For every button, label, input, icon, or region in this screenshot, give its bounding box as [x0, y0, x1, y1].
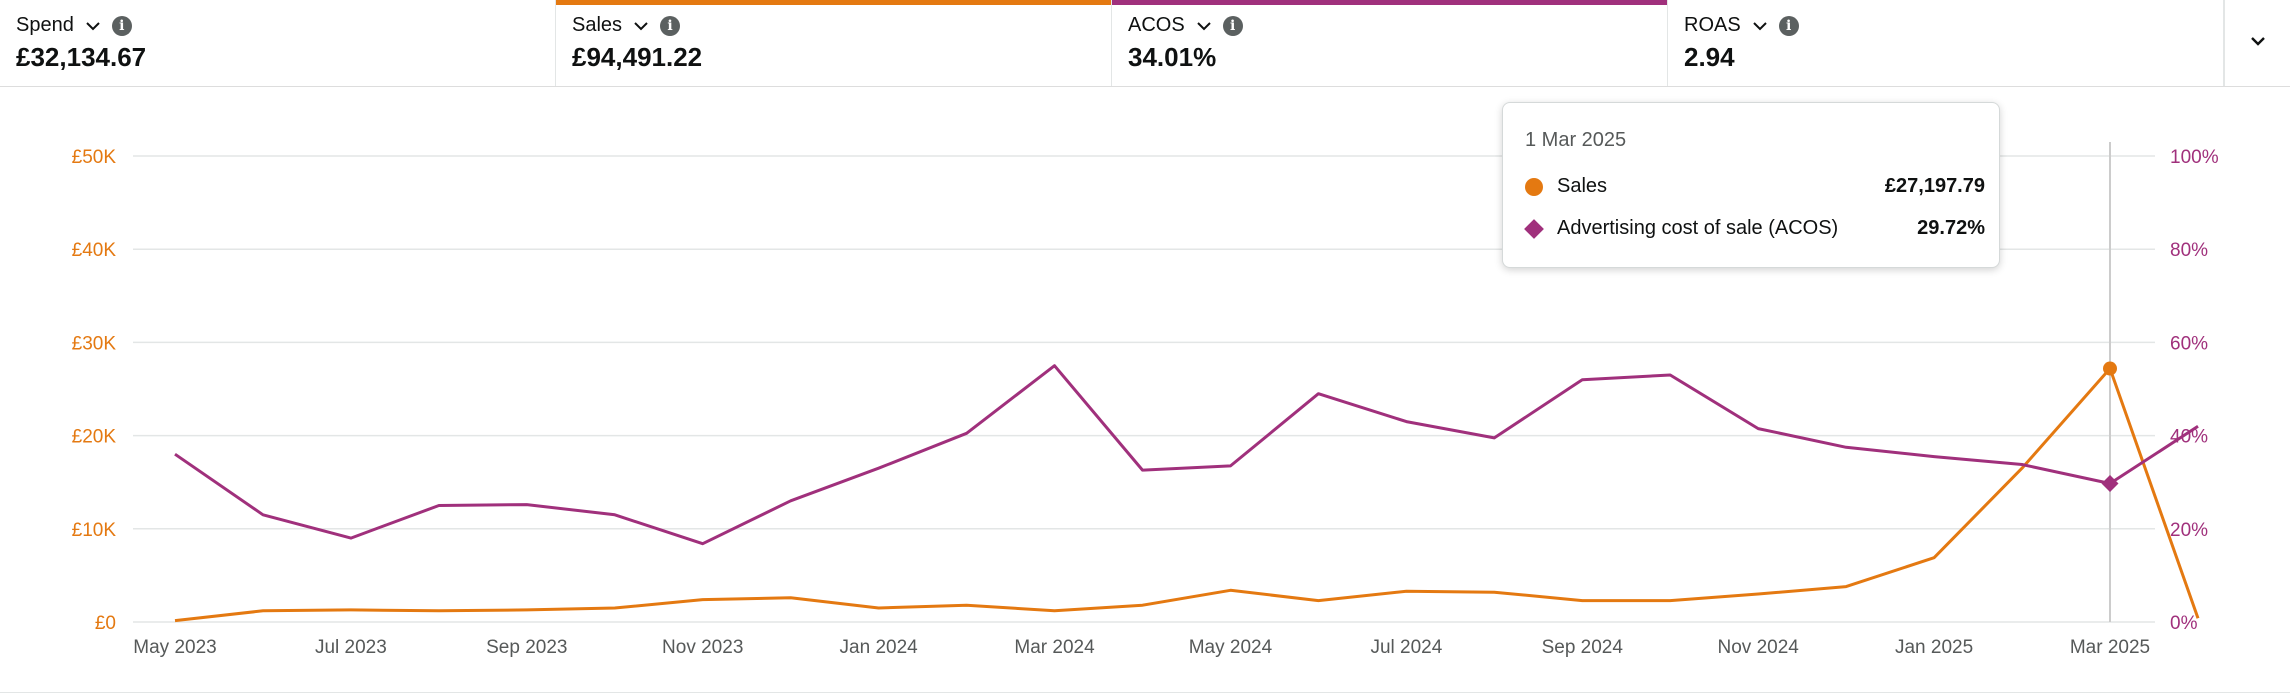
metric-header: ROAS i — [1684, 14, 1799, 37]
metric-acos[interactable]: ACOS i 34.01% — [1112, 0, 1668, 86]
metric-value: £94,491.22 — [572, 42, 703, 72]
y-left-tick-label: £10K — [72, 520, 117, 541]
info-icon[interactable]: i — [1222, 15, 1243, 36]
chevron-down-icon[interactable] — [1751, 17, 1769, 35]
acos-legend-diamond — [1524, 218, 1544, 239]
x-tick-label: May 2024 — [1189, 637, 1273, 658]
expand-metrics-button[interactable] — [2224, 0, 2290, 86]
metric-label: ACOS — [1128, 14, 1185, 36]
metric-spend[interactable]: Spend i £32,134.67 — [0, 0, 556, 86]
y-left-tick-label: £30K — [72, 333, 117, 354]
metric-accent-bar — [1112, 0, 1667, 5]
metrics-bar: Spend i £32,134.67 Sales i £94,491.22 AC… — [0, 0, 2290, 87]
y-right-tick-label: 40% — [2170, 427, 2208, 448]
tooltip-row-acos: Advertising cost of sale (ACOS) 29.72% — [1524, 217, 1985, 240]
metric-label: ROAS — [1684, 14, 1741, 36]
x-tick-label: Sep 2023 — [486, 637, 567, 658]
y-left-tick-label: £20K — [72, 427, 117, 448]
info-icon[interactable]: i — [1778, 15, 1799, 36]
line-chart[interactable]: £0 0% £10K 20% £20K 40% £30K 60% £40K 80% £50K 100%… — [0, 87, 2290, 692]
x-tick-label: Nov 2024 — [1718, 637, 1800, 658]
chart-frame-bottom — [0, 692, 2290, 693]
y-right-tick-label: 20% — [2170, 520, 2208, 541]
metric-header: Sales i — [572, 14, 681, 37]
x-tick-label: Jul 2024 — [1370, 637, 1442, 658]
metric-header: ACOS i — [1128, 14, 1243, 37]
chevron-down-icon[interactable] — [632, 17, 650, 35]
metric-roas[interactable]: ROAS i 2.94 — [1668, 0, 2224, 86]
x-tick-label: Jul 2023 — [315, 637, 387, 658]
metric-value: £32,134.67 — [16, 42, 147, 72]
y-right-tick-label: 60% — [2170, 333, 2208, 354]
tooltip-value: 29.72% — [1917, 217, 1985, 239]
chevron-down-icon[interactable] — [1195, 17, 1213, 35]
metric-header: Spend i — [16, 14, 132, 37]
x-tick-label: Jan 2025 — [1895, 637, 1973, 658]
tooltip-value: £27,197.79 — [1884, 175, 1985, 197]
y-right-tick-label: 80% — [2170, 240, 2208, 261]
y-left-tick-label: £0 — [95, 613, 116, 634]
acos-highlight-point — [2101, 475, 2119, 492]
metric-label: Spend — [16, 14, 74, 36]
chevron-down-icon[interactable] — [84, 17, 102, 35]
performance-chart: £0 0% £10K 20% £20K 40% £30K 60% £40K 80% £50K 100%… — [0, 87, 2290, 696]
y-left-tick-label: £40K — [72, 240, 117, 261]
x-tick-label: Sep 2024 — [1542, 637, 1624, 658]
metric-value: 2.94 — [1684, 42, 1735, 72]
y-right-tick-label: 100% — [2170, 147, 2219, 168]
x-tick-label: Nov 2023 — [662, 637, 743, 658]
metric-accent-bar — [556, 0, 1111, 5]
tooltip-label: Advertising cost of sale (ACOS) — [1557, 217, 1839, 239]
sales-legend-dot — [1525, 177, 1543, 196]
sales-highlight-point — [2103, 361, 2117, 376]
y-right-tick-label: 0% — [2170, 613, 2198, 634]
y-left-tick-label: £50K — [72, 147, 117, 168]
chevron-down-icon — [2248, 31, 2268, 56]
info-icon[interactable]: i — [111, 15, 132, 36]
info-icon[interactable]: i — [660, 15, 681, 36]
x-tick-label: Jan 2024 — [840, 637, 919, 658]
acos-series-line — [174, 364, 2199, 546]
chart-tooltip: 1 Mar 2025 Sales £27,197.79 Advertising … — [1502, 102, 2000, 268]
tooltip-row-sales: Sales £27,197.79 — [1525, 175, 1985, 198]
metric-sales[interactable]: Sales i £94,491.22 — [556, 0, 1112, 86]
tooltip-label: Sales — [1557, 175, 1608, 197]
x-tick-label: Mar 2025 — [2070, 637, 2150, 658]
metric-label: Sales — [572, 14, 623, 36]
x-tick-label: May 2023 — [133, 637, 216, 658]
x-tick-label: Mar 2024 — [1014, 637, 1095, 658]
metric-value: 34.01% — [1128, 42, 1217, 72]
sales-series-line — [174, 367, 2200, 623]
tooltip-date: 1 Mar 2025 — [1525, 129, 1627, 151]
